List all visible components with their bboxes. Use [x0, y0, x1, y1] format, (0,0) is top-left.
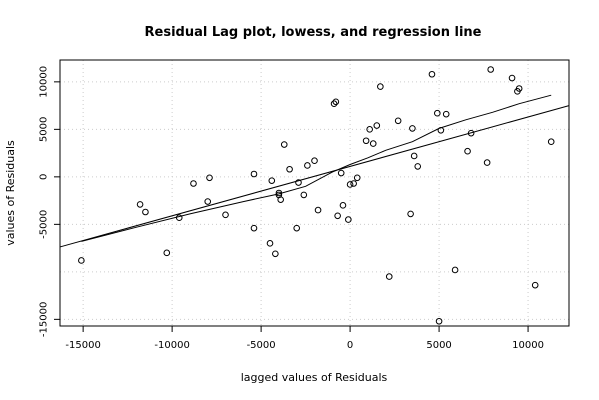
x-axis-label: lagged values of Residuals — [241, 371, 388, 384]
data-point — [280, 141, 288, 148]
y-axis: -15000 -5000 0 5000 10000 — [39, 66, 60, 337]
regression-line — [59, 105, 570, 248]
data-point — [314, 206, 322, 214]
data-point — [142, 208, 149, 216]
data-points — [78, 66, 555, 325]
data-point — [451, 266, 459, 274]
grid-layer — [60, 60, 569, 326]
data-point — [339, 202, 347, 209]
data-point — [385, 273, 393, 280]
data-point — [330, 100, 338, 107]
data-point — [272, 250, 279, 258]
data-point — [250, 170, 258, 178]
data-point — [394, 117, 402, 125]
x-tick-label: -10000 — [154, 340, 189, 351]
y-tick-label: -5000 — [39, 210, 50, 239]
data-point — [295, 179, 302, 186]
data-point — [434, 109, 441, 117]
data-point — [222, 211, 229, 219]
data-point — [206, 174, 213, 182]
data-point — [346, 181, 354, 188]
x-tick-label: 5000 — [426, 340, 451, 351]
data-point — [277, 196, 284, 203]
data-point — [407, 210, 414, 218]
data-point — [293, 224, 301, 232]
data-point — [78, 257, 85, 264]
data-point — [275, 189, 283, 197]
x-tick-label: 0 — [347, 340, 353, 351]
x-tick-label: 10000 — [512, 340, 544, 351]
plot-frame — [59, 59, 570, 327]
data-point — [250, 224, 258, 232]
data-point — [304, 162, 311, 169]
y-tick-label: -15000 — [39, 302, 50, 337]
data-point — [515, 85, 523, 92]
x-axis: -15000 -10000 -5000 0 5000 10000 — [65, 326, 544, 351]
y-axis-label: values of Residuals — [4, 140, 17, 246]
data-point — [136, 201, 144, 208]
data-point — [483, 159, 491, 166]
data-point — [332, 98, 340, 106]
y-tick-label: 10000 — [39, 66, 50, 98]
data-point — [508, 74, 516, 82]
y-tick-label: 5000 — [39, 117, 50, 142]
data-point — [204, 198, 212, 205]
x-tick-label: -15000 — [65, 340, 100, 351]
x-tick-label: -5000 — [247, 340, 276, 351]
y-tick-label: 0 — [39, 174, 50, 180]
data-point — [531, 281, 539, 289]
data-point — [286, 165, 293, 173]
data-point — [337, 169, 345, 177]
data-point — [163, 249, 171, 257]
data-point — [300, 191, 308, 199]
data-point — [377, 83, 384, 90]
chart-title: Residual Lag plot, lowess, and regressio… — [145, 25, 482, 40]
data-point — [175, 214, 183, 221]
data-point — [435, 317, 443, 325]
data-point — [345, 216, 352, 223]
data-point — [311, 157, 318, 164]
data-point — [369, 140, 377, 147]
data-point — [442, 110, 450, 118]
data-point — [362, 137, 370, 145]
lowess-line — [81, 94, 552, 242]
data-point — [464, 147, 471, 155]
data-point — [268, 177, 276, 184]
data-point — [373, 122, 381, 129]
fit-lines — [59, 94, 570, 248]
data-point — [428, 70, 436, 78]
data-point — [437, 127, 445, 134]
data-point — [350, 180, 357, 187]
data-point — [366, 126, 373, 133]
data-point — [467, 129, 475, 137]
data-point — [266, 240, 274, 247]
data-point — [334, 212, 341, 220]
data-point — [353, 174, 361, 182]
data-point — [409, 125, 416, 132]
data-point — [487, 66, 494, 73]
data-point — [414, 163, 422, 170]
data-point — [190, 180, 197, 187]
data-point — [547, 138, 555, 145]
data-point — [410, 152, 418, 160]
